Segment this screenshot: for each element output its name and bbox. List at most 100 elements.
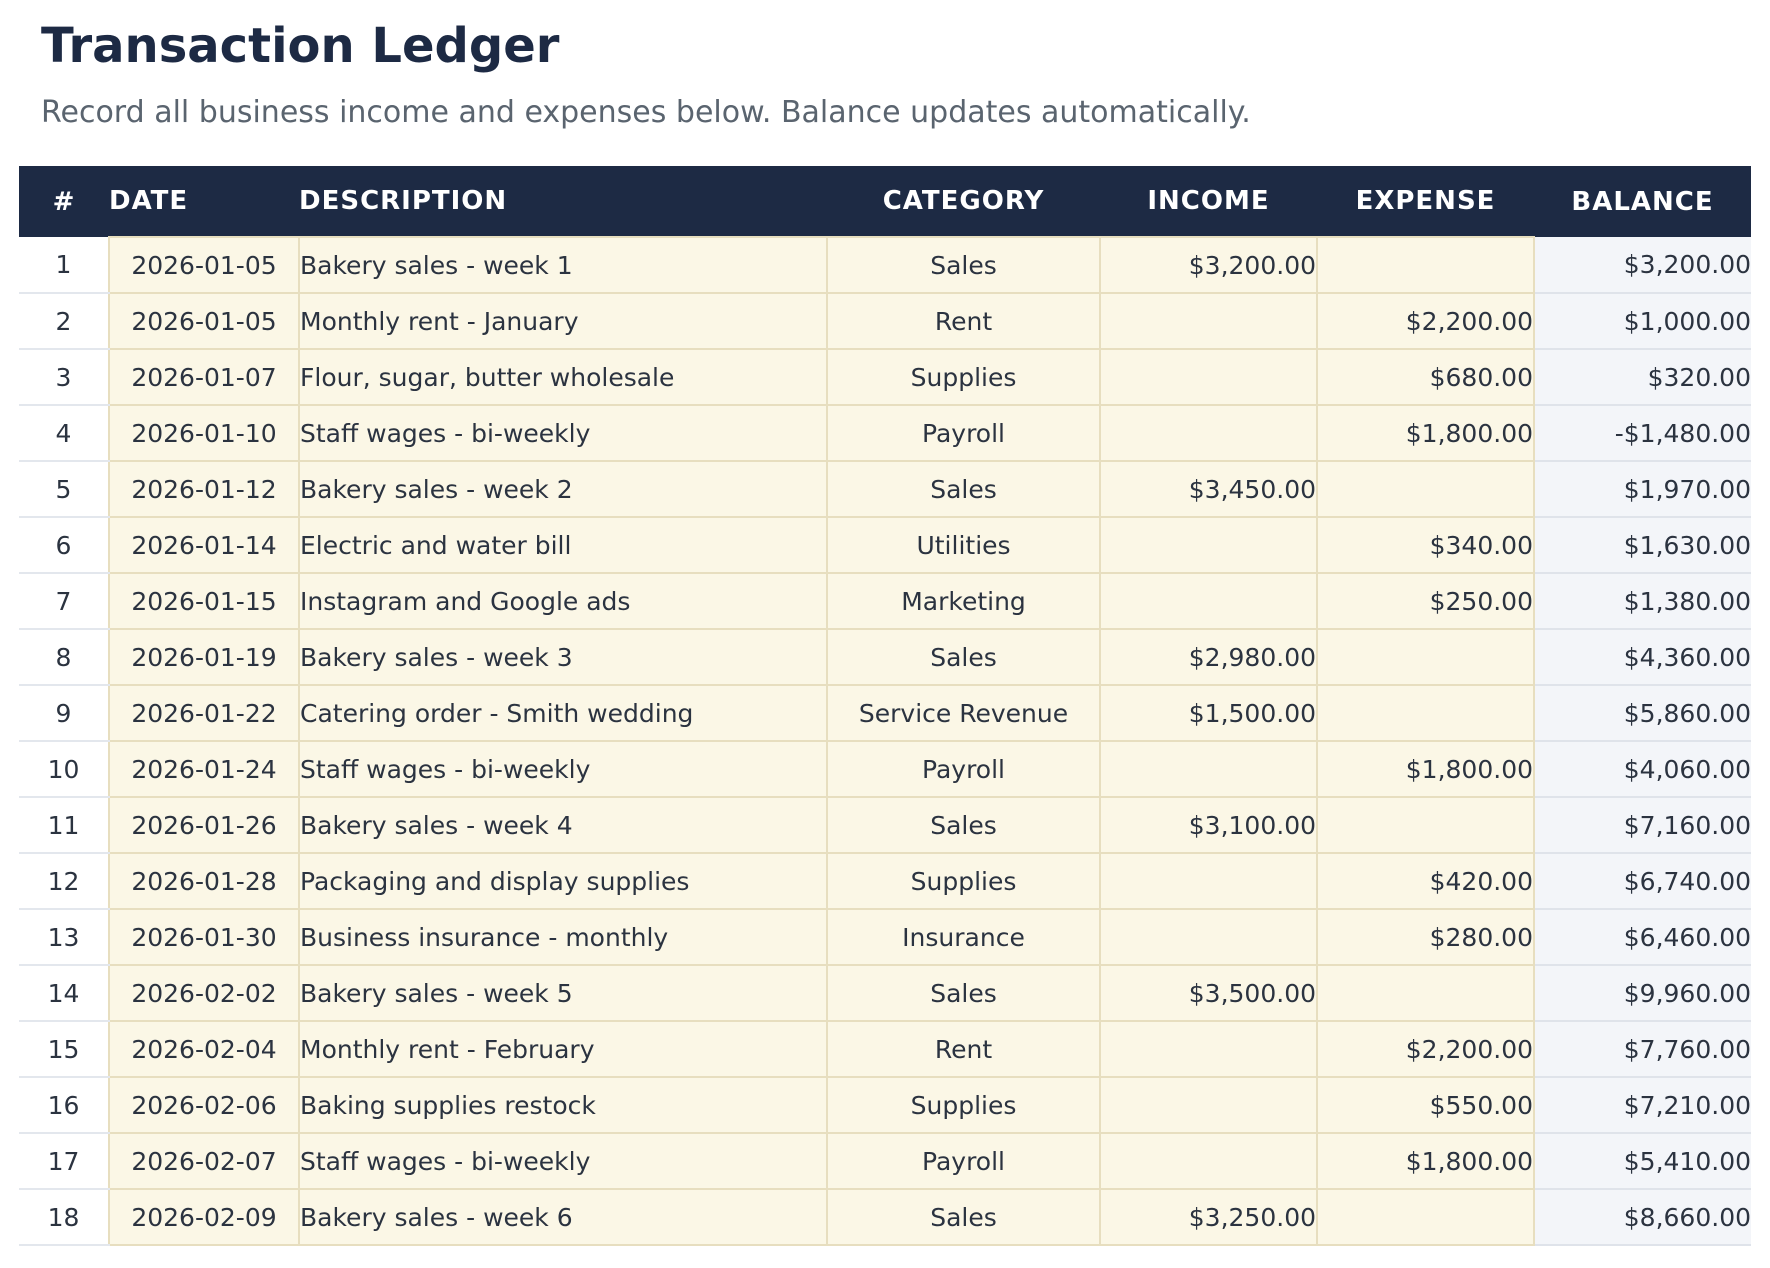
category-cell[interactable]: Utilities (826, 516, 1101, 574)
description-cell[interactable]: Bakery sales - week 1 (298, 236, 828, 294)
balance-cell: $7,760.00 (1534, 1021, 1751, 1078)
category-cell[interactable]: Sales (826, 964, 1101, 1022)
description-cell[interactable]: Catering order - Smith wedding (298, 684, 828, 742)
page-subtitle: Record all business income and expenses … (41, 95, 1251, 130)
date-cell[interactable]: 2026-02-06 (108, 1076, 300, 1134)
date-cell[interactable]: 2026-02-07 (108, 1132, 300, 1190)
expense-cell[interactable]: $2,200.00 (1316, 1020, 1535, 1078)
description-cell[interactable]: Bakery sales - week 6 (298, 1188, 828, 1246)
income-cell[interactable] (1099, 292, 1318, 350)
date-cell[interactable]: 2026-01-26 (108, 796, 300, 854)
description-cell[interactable]: Bakery sales - week 4 (298, 796, 828, 854)
category-cell[interactable]: Rent (826, 1020, 1101, 1078)
table-row: 8 2026-01-19 Bakery sales - week 3 Sales… (19, 628, 1751, 686)
expense-cell[interactable]: $1,800.00 (1316, 1132, 1535, 1190)
income-cell[interactable]: $3,100.00 (1099, 796, 1318, 854)
date-cell[interactable]: 2026-01-19 (108, 628, 300, 686)
income-cell[interactable] (1099, 1132, 1318, 1190)
description-cell[interactable]: Instagram and Google ads (298, 572, 828, 630)
date-cell[interactable]: 2026-01-30 (108, 908, 300, 966)
category-cell[interactable]: Payroll (826, 740, 1101, 798)
income-cell[interactable] (1099, 348, 1318, 406)
date-cell[interactable]: 2026-01-15 (108, 572, 300, 630)
income-cell[interactable]: $3,200.00 (1099, 236, 1318, 294)
expense-cell[interactable] (1316, 236, 1535, 294)
expense-cell[interactable] (1316, 796, 1535, 854)
column-header-income: INCOME (1100, 166, 1317, 237)
table-row: 13 2026-01-30 Business insurance - month… (19, 908, 1751, 966)
description-cell[interactable]: Monthly rent - February (298, 1020, 828, 1078)
description-cell[interactable]: Staff wages - bi-weekly (298, 404, 828, 462)
date-cell[interactable]: 2026-01-10 (108, 404, 300, 462)
expense-cell[interactable] (1316, 628, 1535, 686)
description-cell[interactable]: Packaging and display supplies (298, 852, 828, 910)
income-cell[interactable]: $2,980.00 (1099, 628, 1318, 686)
expense-cell[interactable]: $550.00 (1316, 1076, 1535, 1134)
category-cell[interactable]: Sales (826, 236, 1101, 294)
date-cell[interactable]: 2026-01-12 (108, 460, 300, 518)
description-cell[interactable]: Baking supplies restock (298, 1076, 828, 1134)
expense-cell[interactable] (1316, 1188, 1535, 1246)
description-cell[interactable]: Flour, sugar, butter wholesale (298, 348, 828, 406)
date-cell[interactable]: 2026-01-24 (108, 740, 300, 798)
income-cell[interactable]: $3,450.00 (1099, 460, 1318, 518)
date-cell[interactable]: 2026-02-04 (108, 1020, 300, 1078)
income-cell[interactable] (1099, 1076, 1318, 1134)
description-cell[interactable]: Staff wages - bi-weekly (298, 740, 828, 798)
expense-cell[interactable]: $250.00 (1316, 572, 1535, 630)
category-cell[interactable]: Supplies (826, 1076, 1101, 1134)
category-cell[interactable]: Sales (826, 628, 1101, 686)
date-cell[interactable]: 2026-02-09 (108, 1188, 300, 1246)
date-cell[interactable]: 2026-01-28 (108, 852, 300, 910)
table-header-row: # DATE DESCRIPTION CATEGORY INCOME EXPEN… (19, 166, 1751, 237)
date-cell[interactable]: 2026-01-14 (108, 516, 300, 574)
description-cell[interactable]: Electric and water bill (298, 516, 828, 574)
balance-cell: $1,380.00 (1534, 573, 1751, 630)
category-cell[interactable]: Sales (826, 1188, 1101, 1246)
date-cell[interactable]: 2026-01-22 (108, 684, 300, 742)
date-cell[interactable]: 2026-01-05 (108, 236, 300, 294)
category-cell[interactable]: Sales (826, 796, 1101, 854)
income-cell[interactable] (1099, 516, 1318, 574)
expense-cell[interactable]: $420.00 (1316, 852, 1535, 910)
expense-cell[interactable]: $2,200.00 (1316, 292, 1535, 350)
row-number: 17 (19, 1133, 109, 1190)
income-cell[interactable] (1099, 740, 1318, 798)
date-cell[interactable]: 2026-02-02 (108, 964, 300, 1022)
expense-cell[interactable] (1316, 684, 1535, 742)
income-cell[interactable] (1099, 1020, 1318, 1078)
description-cell[interactable]: Bakery sales - week 2 (298, 460, 828, 518)
income-cell[interactable] (1099, 572, 1318, 630)
expense-cell[interactable]: $680.00 (1316, 348, 1535, 406)
date-cell[interactable]: 2026-01-07 (108, 348, 300, 406)
category-cell[interactable]: Supplies (826, 348, 1101, 406)
description-cell[interactable]: Business insurance - monthly (298, 908, 828, 966)
income-cell[interactable]: $1,500.00 (1099, 684, 1318, 742)
expense-cell[interactable]: $1,800.00 (1316, 404, 1535, 462)
category-cell[interactable]: Supplies (826, 852, 1101, 910)
category-cell[interactable]: Payroll (826, 404, 1101, 462)
income-cell[interactable]: $3,250.00 (1099, 1188, 1318, 1246)
category-cell[interactable]: Payroll (826, 1132, 1101, 1190)
expense-cell[interactable] (1316, 964, 1535, 1022)
description-cell[interactable]: Monthly rent - January (298, 292, 828, 350)
description-cell[interactable]: Bakery sales - week 5 (298, 964, 828, 1022)
income-cell[interactable]: $3,500.00 (1099, 964, 1318, 1022)
expense-cell[interactable] (1316, 460, 1535, 518)
table-row: 5 2026-01-12 Bakery sales - week 2 Sales… (19, 460, 1751, 518)
income-cell[interactable] (1099, 908, 1318, 966)
expense-cell[interactable]: $1,800.00 (1316, 740, 1535, 798)
category-cell[interactable]: Service Revenue (826, 684, 1101, 742)
category-cell[interactable]: Insurance (826, 908, 1101, 966)
description-cell[interactable]: Staff wages - bi-weekly (298, 1132, 828, 1190)
income-cell[interactable] (1099, 852, 1318, 910)
expense-cell[interactable]: $280.00 (1316, 908, 1535, 966)
expense-cell[interactable]: $340.00 (1316, 516, 1535, 574)
date-cell[interactable]: 2026-01-05 (108, 292, 300, 350)
category-cell[interactable]: Rent (826, 292, 1101, 350)
income-cell[interactable] (1099, 404, 1318, 462)
category-cell[interactable]: Marketing (826, 572, 1101, 630)
category-cell[interactable]: Sales (826, 460, 1101, 518)
description-cell[interactable]: Bakery sales - week 3 (298, 628, 828, 686)
